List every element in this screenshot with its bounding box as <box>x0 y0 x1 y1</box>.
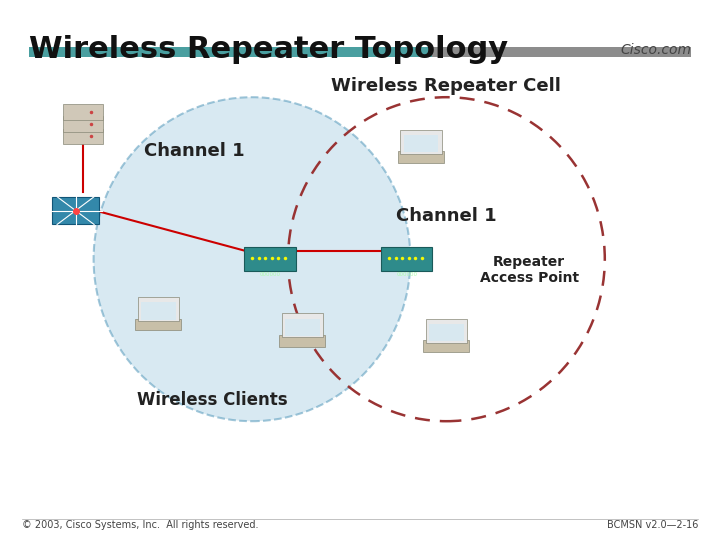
FancyBboxPatch shape <box>63 129 102 144</box>
FancyBboxPatch shape <box>135 319 181 330</box>
FancyBboxPatch shape <box>52 197 99 224</box>
FancyBboxPatch shape <box>429 324 464 341</box>
FancyBboxPatch shape <box>279 335 325 347</box>
FancyBboxPatch shape <box>426 319 467 342</box>
FancyBboxPatch shape <box>63 104 102 120</box>
Text: Repeater
Access Point: Repeater Access Point <box>480 255 579 285</box>
Text: Channel 1: Channel 1 <box>144 142 245 160</box>
Text: Cisco.com: Cisco.com <box>620 43 691 57</box>
FancyBboxPatch shape <box>245 247 296 271</box>
FancyBboxPatch shape <box>404 135 438 152</box>
Text: © 2003, Cisco Systems, Inc.  All rights reserved.: © 2003, Cisco Systems, Inc. All rights r… <box>22 520 258 530</box>
Text: Wireless Repeater Topology: Wireless Repeater Topology <box>29 35 508 64</box>
Text: Wireless Clients: Wireless Clients <box>137 390 288 409</box>
FancyBboxPatch shape <box>141 302 176 320</box>
Ellipse shape <box>94 97 410 421</box>
FancyBboxPatch shape <box>398 151 444 163</box>
Text: Wireless Repeater Cell: Wireless Repeater Cell <box>331 77 562 96</box>
Text: 000000: 000000 <box>259 272 281 276</box>
FancyBboxPatch shape <box>285 319 320 336</box>
FancyBboxPatch shape <box>63 116 102 132</box>
FancyBboxPatch shape <box>282 313 323 337</box>
FancyBboxPatch shape <box>138 297 179 321</box>
FancyBboxPatch shape <box>29 47 432 57</box>
Text: BCMSN v2.0—2-16: BCMSN v2.0—2-16 <box>607 520 698 530</box>
FancyBboxPatch shape <box>423 341 469 352</box>
FancyBboxPatch shape <box>400 130 442 154</box>
Text: Channel 1: Channel 1 <box>396 207 497 225</box>
FancyBboxPatch shape <box>382 247 432 271</box>
FancyBboxPatch shape <box>432 47 691 57</box>
Text: 000000: 000000 <box>396 272 418 276</box>
